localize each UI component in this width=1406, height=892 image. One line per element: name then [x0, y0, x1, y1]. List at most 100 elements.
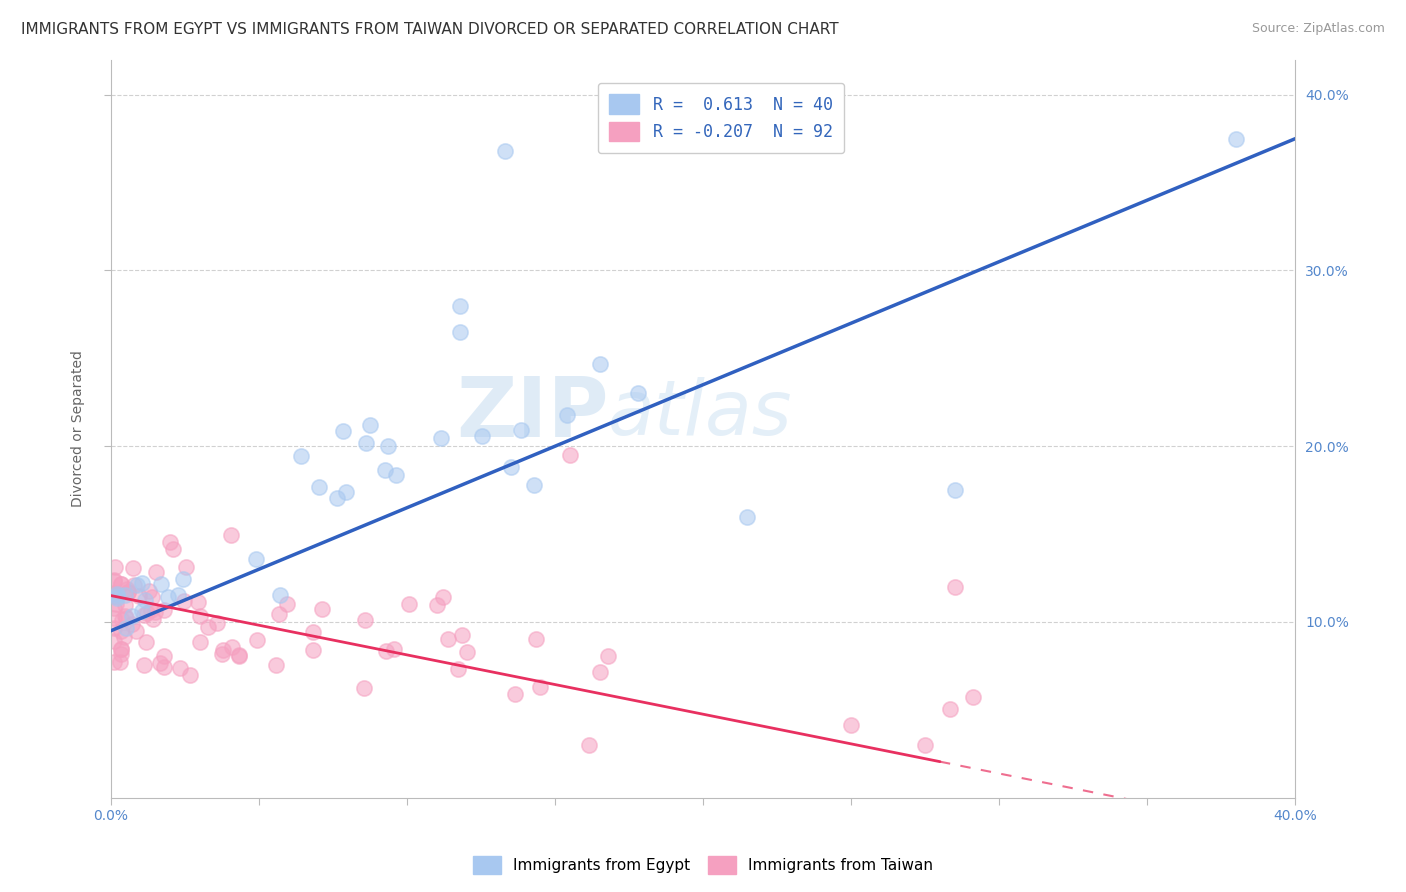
Point: [149, 657, 172, 671]
Point: [125, 578, 148, 592]
Point: [152, 603, 174, 617]
Point: [430, 431, 453, 445]
Point: [228, 648, 250, 663]
Point: [110, 648, 132, 662]
Text: Source: ZipAtlas.com: Source: ZipAtlas.com: [1251, 22, 1385, 36]
Point: [374, 463, 396, 477]
Point: [377, 439, 399, 453]
Text: ZIP: ZIP: [456, 374, 609, 454]
Point: [943, 483, 966, 497]
Point: [138, 583, 160, 598]
Point: [173, 594, 195, 608]
Point: [449, 299, 471, 313]
Point: [142, 612, 165, 626]
Point: [503, 687, 526, 701]
Point: [103, 621, 125, 635]
Point: [939, 702, 962, 716]
Point: [141, 603, 163, 617]
Point: [426, 598, 449, 612]
Point: [103, 634, 125, 648]
Point: [447, 662, 470, 676]
Point: [125, 624, 148, 638]
Legend: R =  0.613  N = 40, R = -0.207  N = 92: R = 0.613 N = 40, R = -0.207 N = 92: [598, 83, 844, 153]
Point: [103, 601, 125, 615]
Point: [114, 598, 136, 612]
Point: [134, 593, 156, 607]
Point: [436, 632, 458, 647]
Point: [103, 611, 125, 625]
Text: atlas: atlas: [609, 377, 793, 450]
Point: [110, 624, 132, 638]
Point: [105, 598, 128, 612]
Point: [153, 659, 176, 673]
Point: [169, 661, 191, 675]
Point: [122, 578, 145, 592]
Point: [354, 613, 377, 627]
Point: [269, 588, 291, 602]
Point: [104, 559, 127, 574]
Point: [117, 585, 139, 599]
Point: [105, 591, 128, 605]
Point: [290, 449, 312, 463]
Point: [398, 597, 420, 611]
Point: [246, 633, 269, 648]
Point: [221, 640, 243, 655]
Point: [145, 565, 167, 579]
Point: [121, 617, 143, 632]
Point: [219, 527, 242, 541]
Point: [353, 681, 375, 695]
Point: [188, 634, 211, 648]
Point: [186, 594, 208, 608]
Point: [211, 643, 233, 657]
Point: [499, 459, 522, 474]
Point: [103, 574, 125, 588]
Point: [943, 580, 966, 594]
Point: [266, 657, 288, 672]
Point: [432, 590, 454, 604]
Point: [374, 644, 396, 658]
Point: [103, 573, 125, 587]
Point: [267, 607, 290, 622]
Point: [494, 144, 516, 158]
Point: [179, 668, 201, 682]
Point: [159, 534, 181, 549]
Point: [114, 608, 136, 623]
Point: [131, 576, 153, 591]
Point: [105, 589, 128, 603]
Point: [523, 478, 546, 492]
Point: [228, 648, 250, 662]
Point: [136, 607, 159, 621]
Point: [524, 632, 547, 646]
Point: [112, 630, 135, 644]
Point: [121, 561, 143, 575]
Point: [962, 690, 984, 704]
Point: [308, 480, 330, 494]
Point: [451, 628, 474, 642]
Point: [737, 509, 759, 524]
Point: [245, 551, 267, 566]
Point: [153, 648, 176, 663]
Point: [105, 587, 128, 601]
Point: [110, 642, 132, 657]
Point: [510, 423, 533, 437]
Point: [914, 738, 936, 752]
Point: [211, 647, 233, 661]
Point: [188, 609, 211, 624]
Point: [115, 611, 138, 625]
Point: [335, 484, 357, 499]
Point: [449, 325, 471, 339]
Point: [114, 588, 136, 602]
Point: [471, 429, 494, 443]
Point: [839, 718, 862, 732]
Point: [332, 424, 354, 438]
Point: [108, 655, 131, 669]
Point: [558, 448, 581, 462]
Point: [385, 468, 408, 483]
Point: [1225, 131, 1247, 145]
Point: [205, 615, 228, 630]
Point: [456, 645, 478, 659]
Point: [141, 590, 163, 604]
Point: [103, 589, 125, 603]
Point: [555, 408, 578, 422]
Point: [115, 582, 138, 596]
